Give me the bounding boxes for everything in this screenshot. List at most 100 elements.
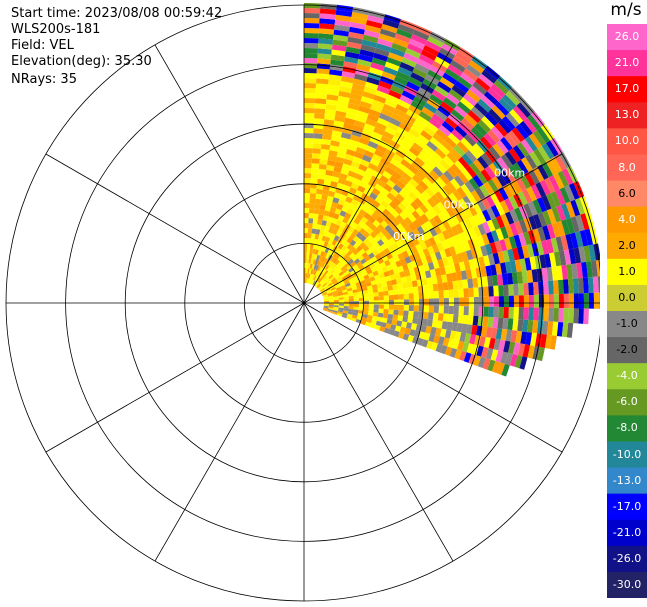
velocity-cell: [374, 47, 390, 57]
velocity-cell: [527, 114, 541, 131]
velocity-cell: [550, 191, 561, 207]
velocity-cell: [340, 239, 347, 246]
velocity-cell: [353, 309, 359, 314]
velocity-cell: [423, 200, 433, 211]
velocity-cell: [539, 179, 551, 196]
colorbar-swatch: [607, 128, 647, 155]
velocity-cell: [344, 212, 352, 220]
velocity-cell: [473, 296, 479, 307]
velocity-cell: [485, 265, 493, 277]
velocity-cell: [456, 186, 467, 199]
velocity-cell: [404, 256, 412, 264]
velocity-cell: [498, 97, 513, 113]
velocity-cell: [391, 171, 402, 181]
velocity-cell: [374, 149, 385, 158]
velocity-cell: [324, 285, 330, 290]
azimuth-spoke: [303, 302, 563, 453]
velocity-cell: [402, 185, 412, 196]
velocity-cell: [412, 317, 419, 325]
velocity-cell: [313, 208, 320, 215]
velocity-cell: [508, 236, 517, 249]
velocity-cell: [328, 227, 334, 234]
velocity-cell: [432, 312, 439, 321]
velocity-cell: [541, 320, 549, 335]
velocity-cell: [337, 146, 348, 154]
velocity-cell: [359, 49, 375, 58]
velocity-cell: [382, 208, 391, 217]
colorbar-tick-label: 6.0: [618, 186, 636, 200]
velocity-cell: [328, 267, 334, 273]
velocity-cell: [472, 174, 484, 188]
velocity-cell: [503, 340, 511, 353]
velocity-cell: [467, 110, 482, 124]
velocity-cell: [490, 126, 505, 141]
velocity-cell: [570, 199, 581, 217]
velocity-cell: [495, 228, 505, 241]
velocity-cell: [554, 154, 567, 171]
velocity-cell: [429, 136, 442, 148]
velocity-cell: [486, 219, 496, 232]
velocity-cell: [447, 64, 463, 77]
velocity-cell: [304, 73, 317, 79]
velocity-cell: [330, 180, 338, 188]
velocity-cell: [358, 264, 365, 271]
velocity-cell: [357, 313, 363, 318]
velocity-cell: [496, 362, 505, 375]
velocity-cell: [362, 34, 379, 44]
velocity-cell: [505, 112, 520, 128]
velocity-cell: [323, 299, 329, 302]
velocity-cell: [426, 98, 441, 110]
velocity-cell: [333, 280, 339, 286]
velocity-cell: [327, 310, 333, 314]
velocity-cell: [334, 282, 340, 288]
velocity-cell: [331, 239, 338, 246]
velocity-cell: [351, 11, 369, 20]
velocity-cell: [320, 199, 327, 206]
velocity-cell: [394, 167, 405, 177]
velocity-cell: [552, 280, 559, 295]
velocity-cell: [434, 267, 442, 277]
velocity-cell: [370, 266, 378, 273]
velocity-cell: [565, 233, 574, 250]
velocity-cell: [410, 100, 424, 112]
velocity-cell: [501, 363, 510, 377]
velocity-cell: [546, 193, 557, 209]
velocity-cell: [447, 313, 454, 323]
velocity-cell: [517, 319, 524, 332]
velocity-cell: [493, 285, 499, 297]
velocity-cell: [383, 14, 401, 24]
velocity-cell: [426, 140, 439, 152]
velocity-cell: [538, 281, 544, 295]
velocity-cell: [463, 288, 469, 298]
velocity-cell: [429, 269, 437, 278]
velocity-cell: [561, 219, 571, 236]
velocity-cell: [388, 304, 394, 310]
velocity-cell: [518, 283, 524, 296]
velocity-cell: [363, 200, 373, 209]
velocity-cell: [595, 259, 600, 277]
velocity-cell: [316, 224, 322, 230]
colorbar-title: m/s: [610, 0, 642, 20]
velocity-cell: [410, 274, 417, 282]
velocity-cell: [487, 129, 501, 144]
start-time-text: Start time: 2023/08/08 00:59:42: [11, 6, 223, 21]
velocity-cell: [352, 264, 359, 270]
velocity-cell: [394, 205, 403, 215]
velocity-cell: [391, 242, 399, 251]
velocity-cell: [457, 314, 464, 324]
velocity-cell: [415, 207, 425, 217]
velocity-cell: [537, 347, 545, 362]
velocity-cell: [579, 230, 589, 247]
velocity-cell: [326, 290, 333, 295]
velocity-cell: [385, 323, 392, 330]
velocity-cell: [429, 169, 440, 181]
velocity-cell: [393, 299, 399, 305]
velocity-cell: [335, 14, 352, 22]
colorbar-tick-label: 2.0: [618, 238, 636, 252]
velocity-cell: [304, 233, 308, 239]
velocity-cell: [329, 283, 335, 288]
velocity-cell: [456, 252, 464, 263]
azimuth-spoke: [154, 302, 305, 562]
velocity-cell: [332, 279, 338, 284]
velocity-cell: [367, 272, 375, 279]
